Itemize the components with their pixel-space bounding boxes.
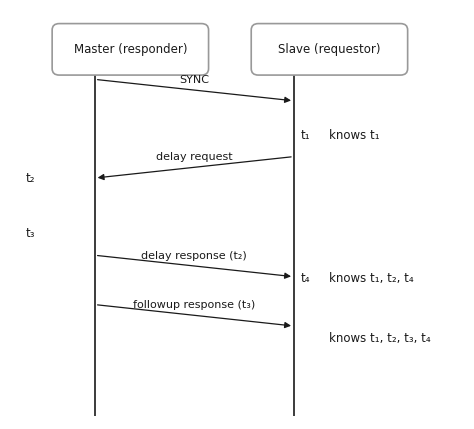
Text: delay response (t₂): delay response (t₂) xyxy=(141,251,247,261)
Text: t₁: t₁ xyxy=(301,129,310,142)
Text: t₃: t₃ xyxy=(26,227,36,240)
Text: Slave (requestor): Slave (requestor) xyxy=(278,43,381,56)
Text: t₂: t₂ xyxy=(26,172,36,184)
FancyBboxPatch shape xyxy=(52,24,209,75)
Text: knows t₁, t₂, t₃, t₄: knows t₁, t₂, t₃, t₄ xyxy=(329,332,431,345)
Text: followup response (t₃): followup response (t₃) xyxy=(133,300,255,310)
FancyBboxPatch shape xyxy=(251,24,408,75)
Text: knows t₁, t₂, t₄: knows t₁, t₂, t₄ xyxy=(329,272,414,285)
Text: SYNC: SYNC xyxy=(179,75,210,85)
Text: delay request: delay request xyxy=(156,152,233,162)
Text: Master (responder): Master (responder) xyxy=(73,43,187,56)
Text: knows t₁: knows t₁ xyxy=(329,129,380,142)
Text: t₄: t₄ xyxy=(301,272,310,285)
